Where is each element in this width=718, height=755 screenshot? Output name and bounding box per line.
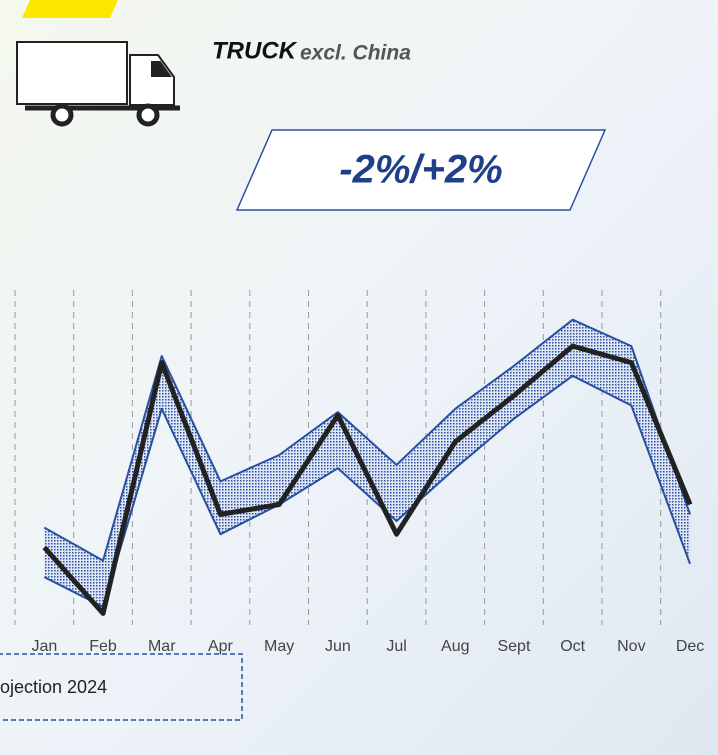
chart-title: TRUCK bbox=[212, 37, 298, 64]
x-tick-label: Oct bbox=[560, 638, 585, 655]
x-tick-label: Mar bbox=[148, 638, 176, 655]
band-area bbox=[44, 319, 691, 607]
x-tick-label: Jul bbox=[386, 638, 406, 655]
legend-box bbox=[0, 653, 243, 721]
x-tick-label: Apr bbox=[208, 638, 234, 655]
badge bbox=[235, 129, 607, 211]
truck-icon bbox=[16, 41, 180, 127]
x-tick-label: Jun bbox=[325, 638, 351, 655]
chart-subtitle: excl. China bbox=[300, 42, 411, 65]
badge-text: -2%/+2% bbox=[339, 148, 502, 192]
x-tick-label: Sept bbox=[497, 638, 530, 655]
x-tick-label: Jan bbox=[31, 638, 57, 655]
x-tick-label: Aug bbox=[441, 638, 469, 655]
line bbox=[42, 343, 693, 616]
x-tick-label: Nov bbox=[617, 638, 645, 655]
legend-text: ojection 2024 bbox=[0, 677, 107, 697]
x-tick-label: Dec bbox=[676, 638, 704, 655]
accent-bar bbox=[22, 0, 118, 18]
band-edge bbox=[43, 374, 691, 608]
x-tick-label: May bbox=[264, 638, 294, 655]
x-tick-label: Feb bbox=[89, 638, 117, 655]
band-edge bbox=[43, 318, 691, 562]
